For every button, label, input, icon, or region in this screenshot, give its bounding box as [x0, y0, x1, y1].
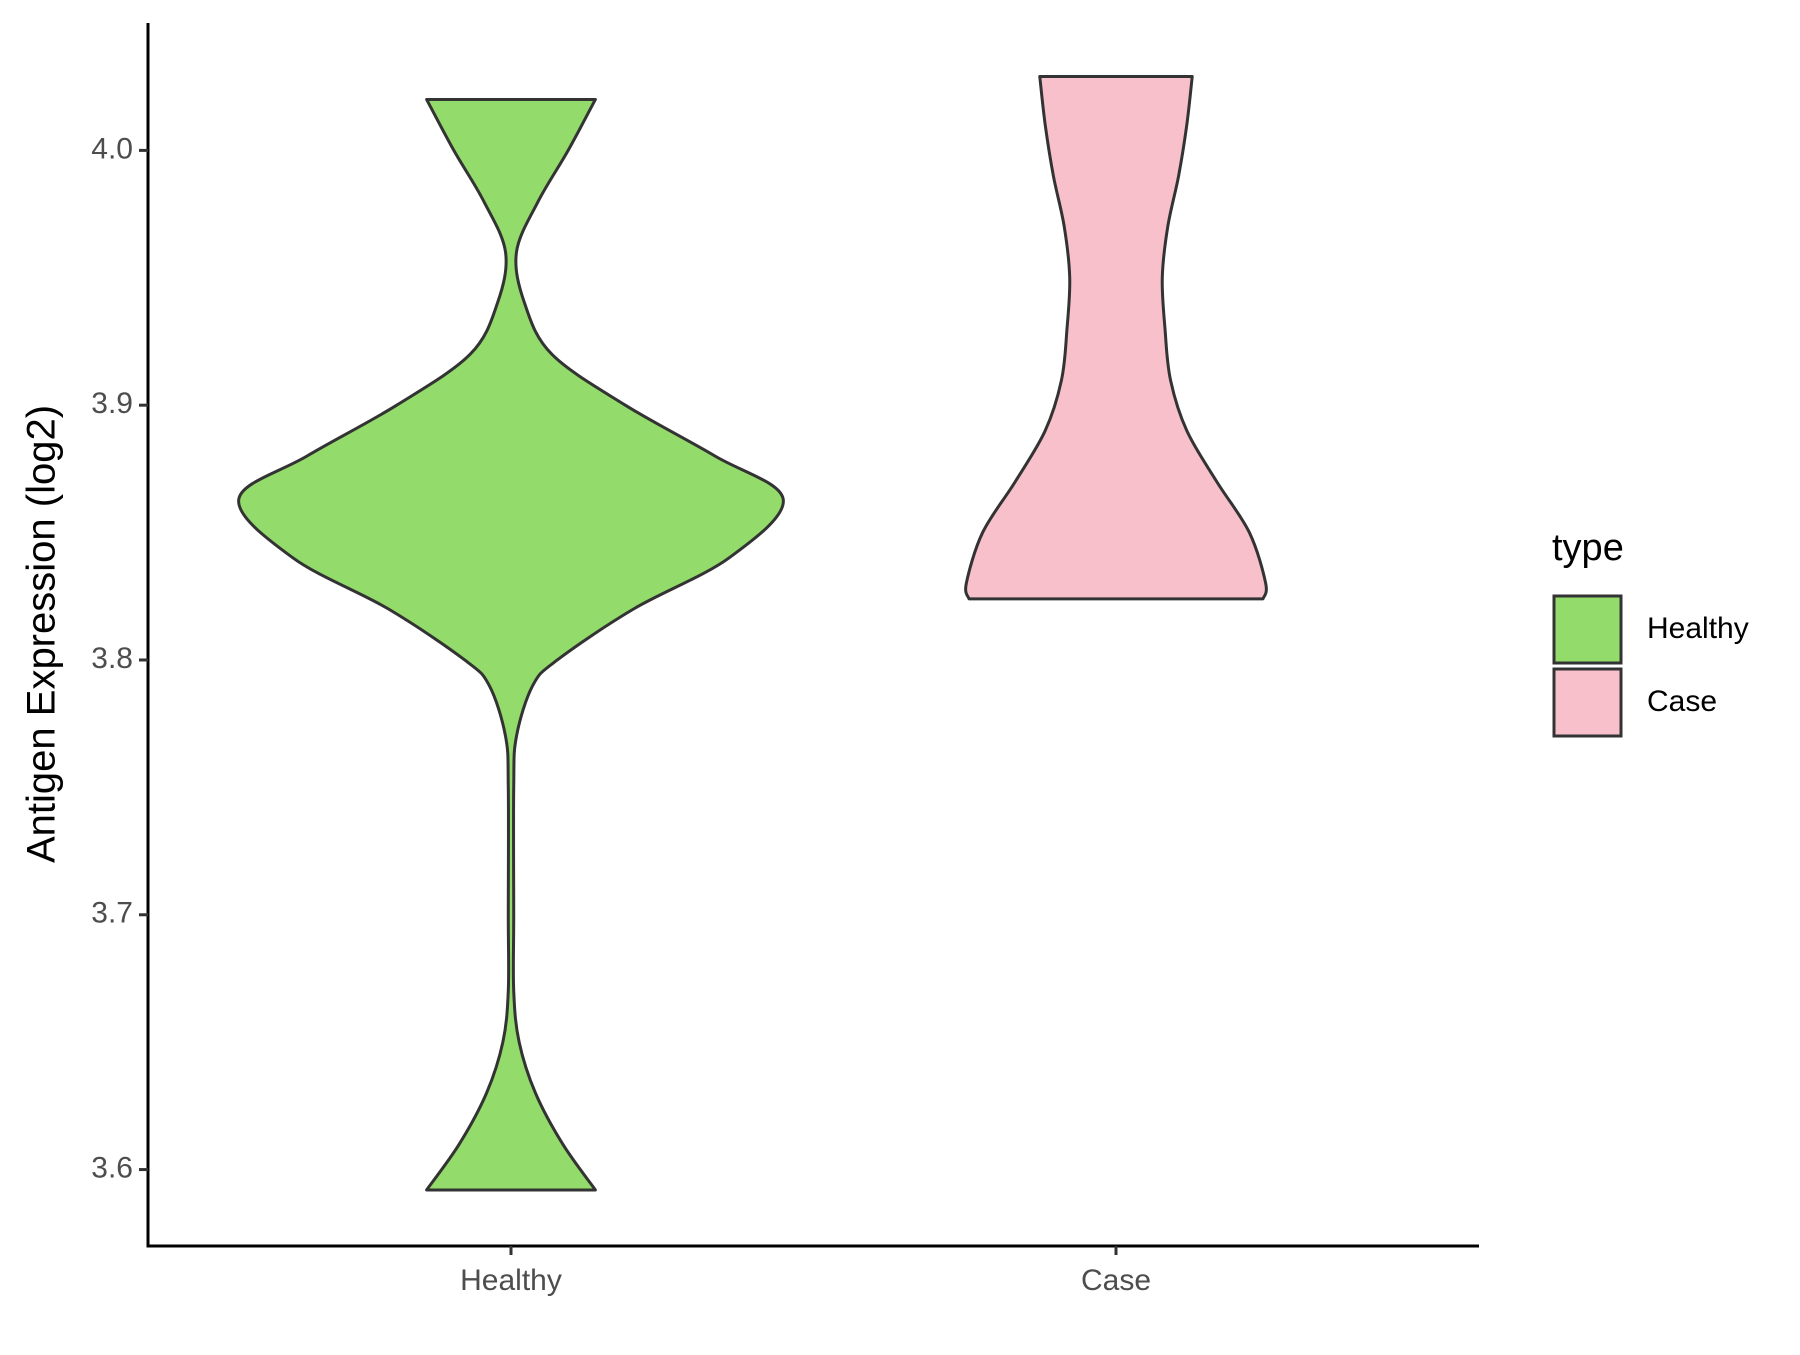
- legend-key: [1552, 667, 1623, 738]
- legend-label: Healthy: [1647, 612, 1749, 645]
- y-axis-title: Antigen Expression (log2): [20, 405, 64, 863]
- legend-label: Case: [1647, 685, 1717, 718]
- violin: [237, 97, 785, 1192]
- legend-key: [1552, 594, 1623, 665]
- y-tick-label: 3.8: [91, 642, 133, 675]
- violin: [964, 75, 1268, 601]
- legend-title: type: [1552, 527, 1624, 569]
- x-tick-label: Healthy: [460, 1264, 562, 1297]
- y-tick-label: 3.7: [91, 897, 133, 930]
- y-tick-label: 3.6: [91, 1151, 133, 1184]
- y-tick-label: 3.9: [91, 387, 133, 420]
- x-tick-label: Case: [1081, 1264, 1151, 1297]
- y-tick-label: 4.0: [91, 132, 133, 165]
